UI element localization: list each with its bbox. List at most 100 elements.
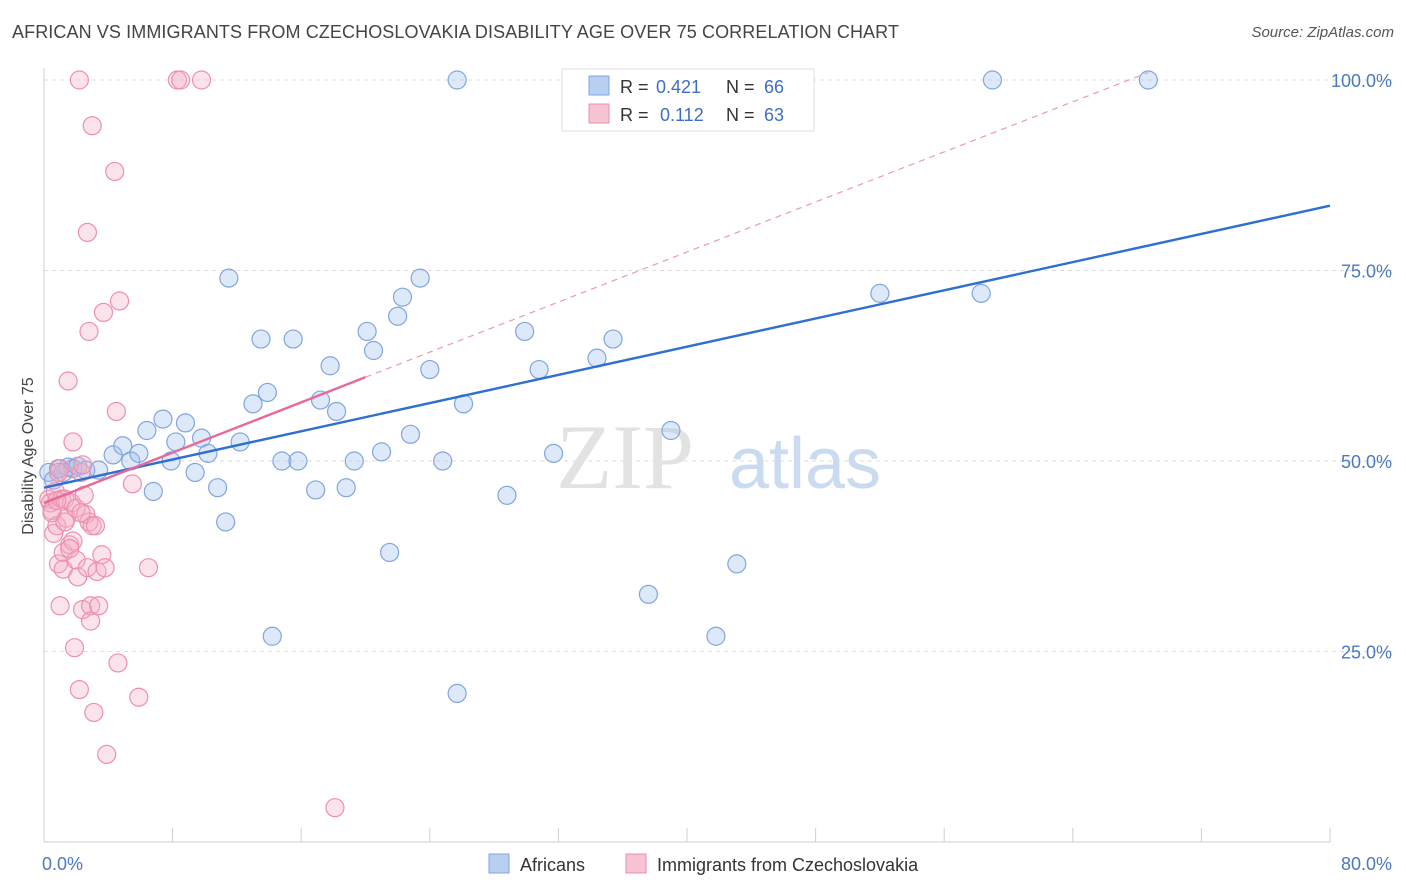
africans-point <box>320 356 340 376</box>
czechoslovakia-point <box>79 321 99 342</box>
legend-r-value-czechoslovakia: 0.112 <box>660 105 704 125</box>
africans-point <box>388 306 408 326</box>
czechoslovakia-point <box>71 503 91 523</box>
czechoslovakia-point <box>77 222 98 242</box>
legend-n-label-1: N = <box>726 77 755 97</box>
africans-point <box>543 443 564 463</box>
y-tick-label: 75.0% <box>1341 262 1392 282</box>
x-tick-min: 0.0% <box>42 854 83 874</box>
africans-point <box>283 329 303 349</box>
africans-point <box>363 340 384 361</box>
y-tick-labels: 25.0% 50.0% 75.0% 100.0% <box>1331 71 1392 663</box>
africans-point <box>380 542 400 563</box>
africans-point <box>982 70 1003 90</box>
africans-trend-line <box>43 204 1331 489</box>
africans-point <box>420 359 440 380</box>
czechoslovakia-point <box>72 455 93 475</box>
czechoslovakia-point <box>81 611 101 631</box>
africans-point <box>216 512 236 532</box>
czechoslovakia-point <box>60 539 80 559</box>
africans-point <box>433 451 453 471</box>
legend-r-value-africans: 0.421 <box>656 77 701 97</box>
top-legend: R = 0.421 N = 66 R = 0.112 N = 63 <box>561 68 815 132</box>
czechoslovakia-point <box>69 70 89 90</box>
bottom-legend-africans: Africans <box>520 855 585 875</box>
africans-point <box>175 413 196 433</box>
africans-point <box>727 554 747 574</box>
africans-point <box>306 480 326 500</box>
czechoslovakia-point <box>85 516 106 536</box>
czechoslovakia-point <box>108 653 128 673</box>
y-tick-label: 100.0% <box>1331 71 1392 91</box>
africans-point <box>208 478 228 498</box>
legend-n-value-czechoslovakia: 63 <box>764 105 784 125</box>
y-tick-label: 25.0% <box>1341 643 1392 663</box>
bottom-legend-czechoslovakia: Immigrants from Czechoslovakia <box>657 855 919 875</box>
czechoslovakia-point <box>64 638 85 658</box>
gridlines <box>44 79 1392 652</box>
africans-point <box>262 626 282 646</box>
africans-point <box>336 478 356 498</box>
africans-point <box>257 382 278 403</box>
africans-point <box>706 626 726 646</box>
czechoslovakia-point <box>171 70 191 90</box>
africans-point <box>251 329 271 349</box>
y-tick-label: 50.0% <box>1341 452 1392 472</box>
czechoslovakia-point <box>84 702 104 723</box>
africans-point <box>497 485 517 505</box>
africans-point <box>230 432 250 452</box>
africans-point <box>357 321 377 342</box>
africans-point <box>153 409 173 429</box>
africans-point <box>515 321 535 342</box>
africans-point <box>447 70 467 90</box>
czechoslovakia-point <box>191 70 212 90</box>
africans-point <box>638 584 659 604</box>
africans-point <box>661 420 681 441</box>
legend-swatch-africans <box>588 75 610 96</box>
czechoslovakia-point <box>58 371 78 391</box>
legend-r-label-1: R = <box>620 77 649 97</box>
czechoslovakia-point <box>63 432 83 452</box>
legend-r-label-2: R = <box>620 105 649 125</box>
africans-point <box>371 442 392 462</box>
watermark-atlas: atlas <box>729 424 881 504</box>
legend-n-label-2: N = <box>726 105 755 125</box>
africans-point <box>137 420 157 441</box>
bottom-legend-swatch-czechoslovakia <box>625 853 647 874</box>
czechoslovakia-point <box>325 798 345 818</box>
czechoslovakia-point <box>66 550 86 570</box>
czechoslovakia-point <box>82 116 102 136</box>
czechoslovakia-point <box>71 462 91 483</box>
africans-point <box>603 329 623 349</box>
africans-point <box>344 451 364 471</box>
trend-lines <box>43 71 1331 505</box>
africans-point <box>113 436 133 456</box>
africans-point <box>529 359 549 380</box>
africans-point <box>410 268 430 288</box>
africans-point <box>400 424 421 444</box>
africans-point <box>392 287 413 307</box>
czechoslovakia-point <box>50 596 70 616</box>
chart-title: AFRICAN VS IMMIGRANTS FROM CZECHOSLOVAKI… <box>12 22 900 42</box>
czechoslovakia-point <box>48 462 69 483</box>
africans-point <box>143 481 163 502</box>
africans-point <box>1138 70 1158 90</box>
africans-point <box>870 283 890 303</box>
czechoslovakia-point <box>105 161 125 182</box>
africans-point <box>219 268 239 288</box>
czechoslovakia-point <box>89 596 109 616</box>
bottom-legend-swatch-africans <box>488 853 510 874</box>
africans-point <box>326 401 347 422</box>
czechoslovakia-trend-line <box>43 376 366 505</box>
bottom-legend: Africans Immigrants from Czechoslovakia <box>488 853 919 875</box>
axes <box>43 68 1331 843</box>
czechoslovakia-point <box>122 474 143 494</box>
africans-point <box>129 443 149 463</box>
czechoslovakia-point <box>106 401 126 422</box>
y-axis-label: Disability Age Over 75 <box>20 377 37 535</box>
africans-point <box>185 462 205 483</box>
czechoslovakia-trend-extension <box>365 71 1149 378</box>
czechoslovakia-point <box>138 558 159 578</box>
legend-n-value-africans: 66 <box>764 77 784 97</box>
